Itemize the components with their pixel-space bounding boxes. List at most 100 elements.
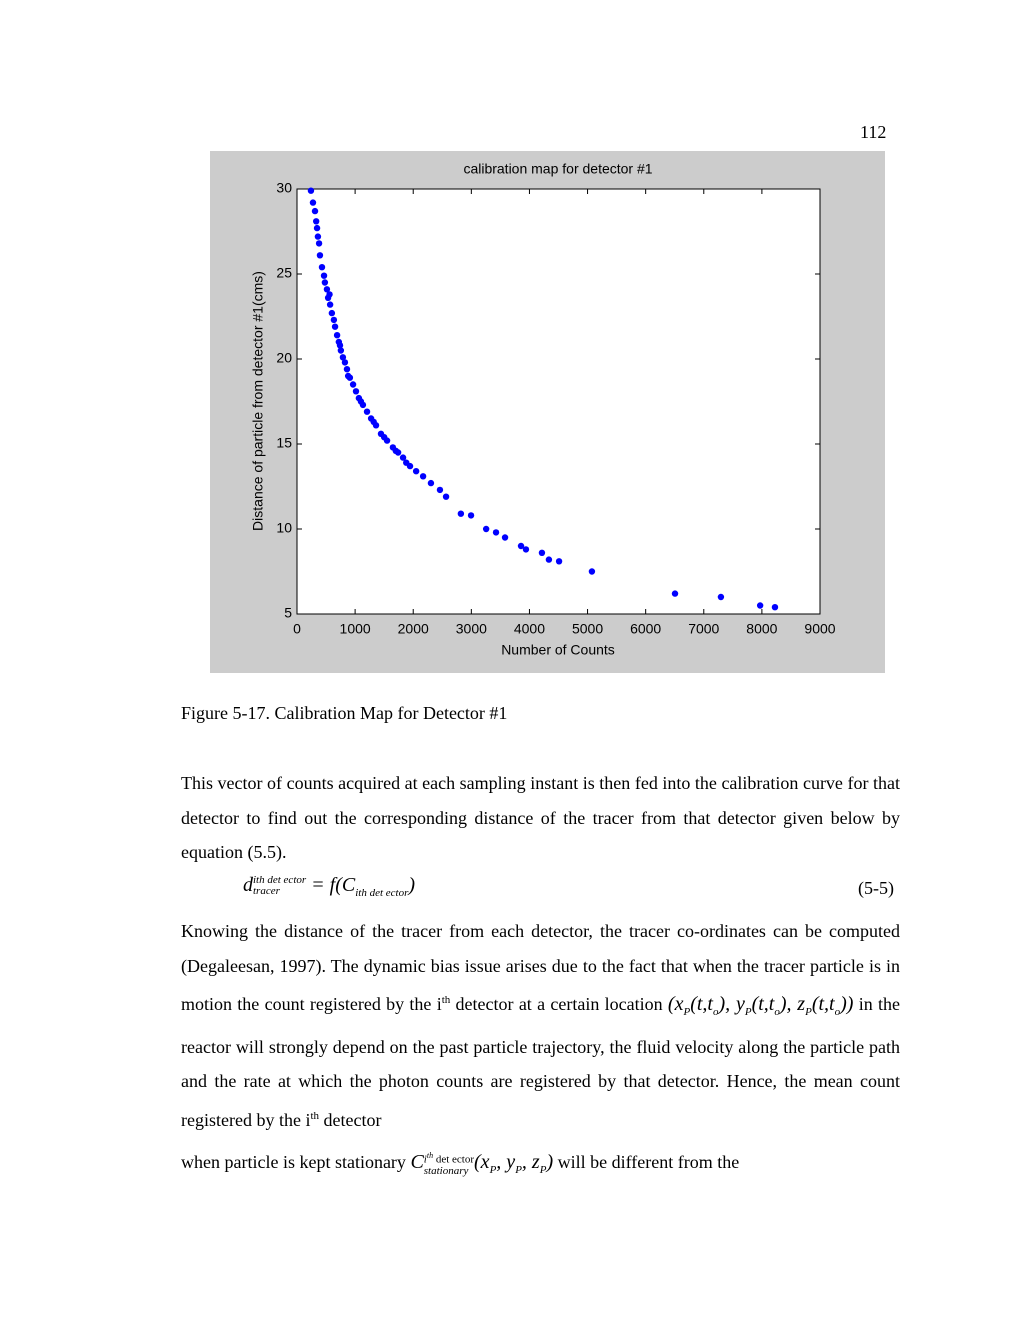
y-tick-label: 30: [276, 180, 292, 196]
x-tick-label: 6000: [630, 621, 661, 637]
symbol: C: [410, 1151, 424, 1173]
text: when particle is kept stationary: [181, 1152, 411, 1172]
point: [311, 207, 319, 215]
x-tick-label: 0: [293, 621, 301, 637]
point: [380, 434, 388, 441]
formula-text: (t,t: [811, 993, 835, 1015]
eq-rhs: = f(C: [311, 874, 356, 896]
chart-title: calibration map for detector #1: [463, 161, 652, 177]
equation: dith det ector tracer = f(Cith det ector): [243, 874, 415, 899]
formula-text: (t,t: [690, 993, 713, 1015]
point: [517, 542, 525, 550]
y-tick-label: 25: [276, 265, 292, 281]
plot-area: [296, 188, 821, 615]
text: in the reactor will strongly depend on t…: [181, 994, 901, 1130]
point: [363, 408, 371, 415]
x-tick-label: 2000: [398, 621, 429, 637]
point: [436, 486, 444, 494]
point: [341, 359, 349, 366]
eq-close: ): [408, 874, 416, 896]
args: (xP, yP, zP): [474, 1151, 554, 1176]
sub: stationary: [423, 1164, 469, 1177]
point: [403, 459, 410, 466]
point: [318, 264, 326, 271]
point: [771, 604, 779, 611]
point: [399, 454, 407, 461]
point: [442, 493, 450, 500]
subscript: P: [683, 1006, 691, 1018]
sup: det ector: [433, 1153, 475, 1166]
sup: th: [426, 1151, 434, 1161]
formula: Cith det ector stationary (xP, yP, zP): [410, 1151, 554, 1176]
text: detector: [319, 1109, 382, 1130]
point: [312, 218, 320, 225]
point: [545, 556, 553, 563]
point: [555, 558, 563, 565]
point: [427, 479, 435, 487]
y-tick-label: 5: [284, 605, 292, 621]
subscript: o: [774, 1006, 780, 1018]
point: [314, 233, 322, 240]
point: [320, 272, 328, 279]
subscript: o: [712, 1006, 719, 1018]
subscript: P: [805, 1006, 812, 1018]
point: [352, 388, 360, 395]
chart: calibration map for detector #1 Number o…: [210, 151, 885, 673]
y-tick-label: 15: [276, 435, 292, 451]
eq-script: ith det ector tracer: [253, 875, 306, 897]
point: [315, 240, 323, 247]
eq-symbol: d: [243, 874, 253, 896]
x-tick-label: 5000: [572, 621, 603, 637]
point: [370, 418, 377, 426]
subscript: P: [515, 1164, 522, 1176]
superscript: th: [441, 994, 451, 1006]
subscript: o: [834, 1006, 841, 1018]
formula-text: (x: [667, 993, 684, 1015]
point: [522, 546, 530, 553]
point: [328, 309, 336, 317]
point: [323, 286, 331, 293]
formula-text: ), y: [718, 993, 745, 1015]
point: [501, 534, 509, 541]
point: [309, 199, 317, 206]
point: [337, 347, 345, 354]
formula-text: ), z: [779, 993, 806, 1015]
point: [412, 468, 420, 475]
location-formula: (xP(t,to), yP(t,to), zP(t,to)): [667, 993, 854, 1018]
point: [419, 473, 427, 480]
y-tick-label: 10: [276, 520, 292, 536]
point: [339, 354, 347, 361]
point: [326, 301, 334, 308]
x-tick-label: 9000: [804, 621, 835, 637]
point: [326, 291, 333, 298]
eq-sub: tracer: [253, 885, 280, 898]
eq-sup: ith det ector: [253, 874, 307, 887]
x-tick-label: 3000: [456, 621, 487, 637]
x-tick-label: 4000: [514, 621, 545, 637]
equation-number: (5-5): [858, 878, 894, 898]
point: [330, 316, 338, 324]
paragraph: This vector of counts acquired at each s…: [181, 773, 900, 862]
formula-text: (t,t: [751, 993, 775, 1015]
text: will be different from the: [553, 1152, 740, 1172]
point: [336, 342, 344, 349]
subscript: P: [489, 1164, 497, 1176]
eq-sub: ith det ector: [355, 887, 409, 899]
script: ith det ector stationary: [424, 1150, 474, 1177]
x-tick-label: 8000: [746, 621, 777, 637]
point: [482, 525, 490, 533]
y-tick-label: 20: [276, 350, 292, 366]
point: [357, 398, 365, 405]
point: [349, 381, 357, 388]
point: [392, 447, 399, 454]
paragraph: Knowing the distance of the tracer from …: [181, 914, 900, 1137]
point: [538, 549, 546, 556]
formula-text: ): [546, 1151, 554, 1173]
formula-text: , z: [521, 1151, 540, 1173]
sup: i: [423, 1153, 427, 1166]
x-axis-label: Number of Counts: [501, 642, 615, 658]
point: [344, 372, 352, 380]
point: [671, 590, 679, 597]
x-tick-label: 7000: [688, 621, 719, 637]
point: [756, 602, 764, 609]
